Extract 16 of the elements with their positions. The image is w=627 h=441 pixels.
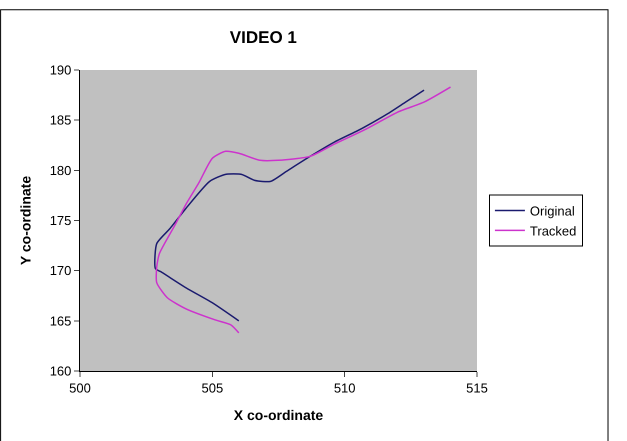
y-tick-label: 190: [50, 62, 72, 78]
y-tick-label: 160: [50, 364, 72, 379]
y-tick-label: 165: [50, 313, 72, 328]
x-tick-label: 505: [201, 380, 224, 396]
x-axis-title: X co-ordinate: [234, 406, 324, 423]
y-tick-label: 185: [50, 112, 72, 128]
y-tick-label: 170: [50, 263, 72, 278]
y-tick-label: 180: [50, 162, 72, 178]
x-tick-label: 510: [334, 380, 356, 396]
chart-title: VIDEO 1: [230, 28, 297, 47]
x-tick-label: 515: [466, 380, 488, 396]
y-axis-title: Y co-ordinate: [17, 176, 34, 266]
legend-label: Tracked: [530, 223, 576, 238]
x-tick-label: 500: [69, 380, 91, 396]
legend-label: Original: [530, 204, 575, 219]
y-tick-label: 175: [50, 213, 72, 228]
